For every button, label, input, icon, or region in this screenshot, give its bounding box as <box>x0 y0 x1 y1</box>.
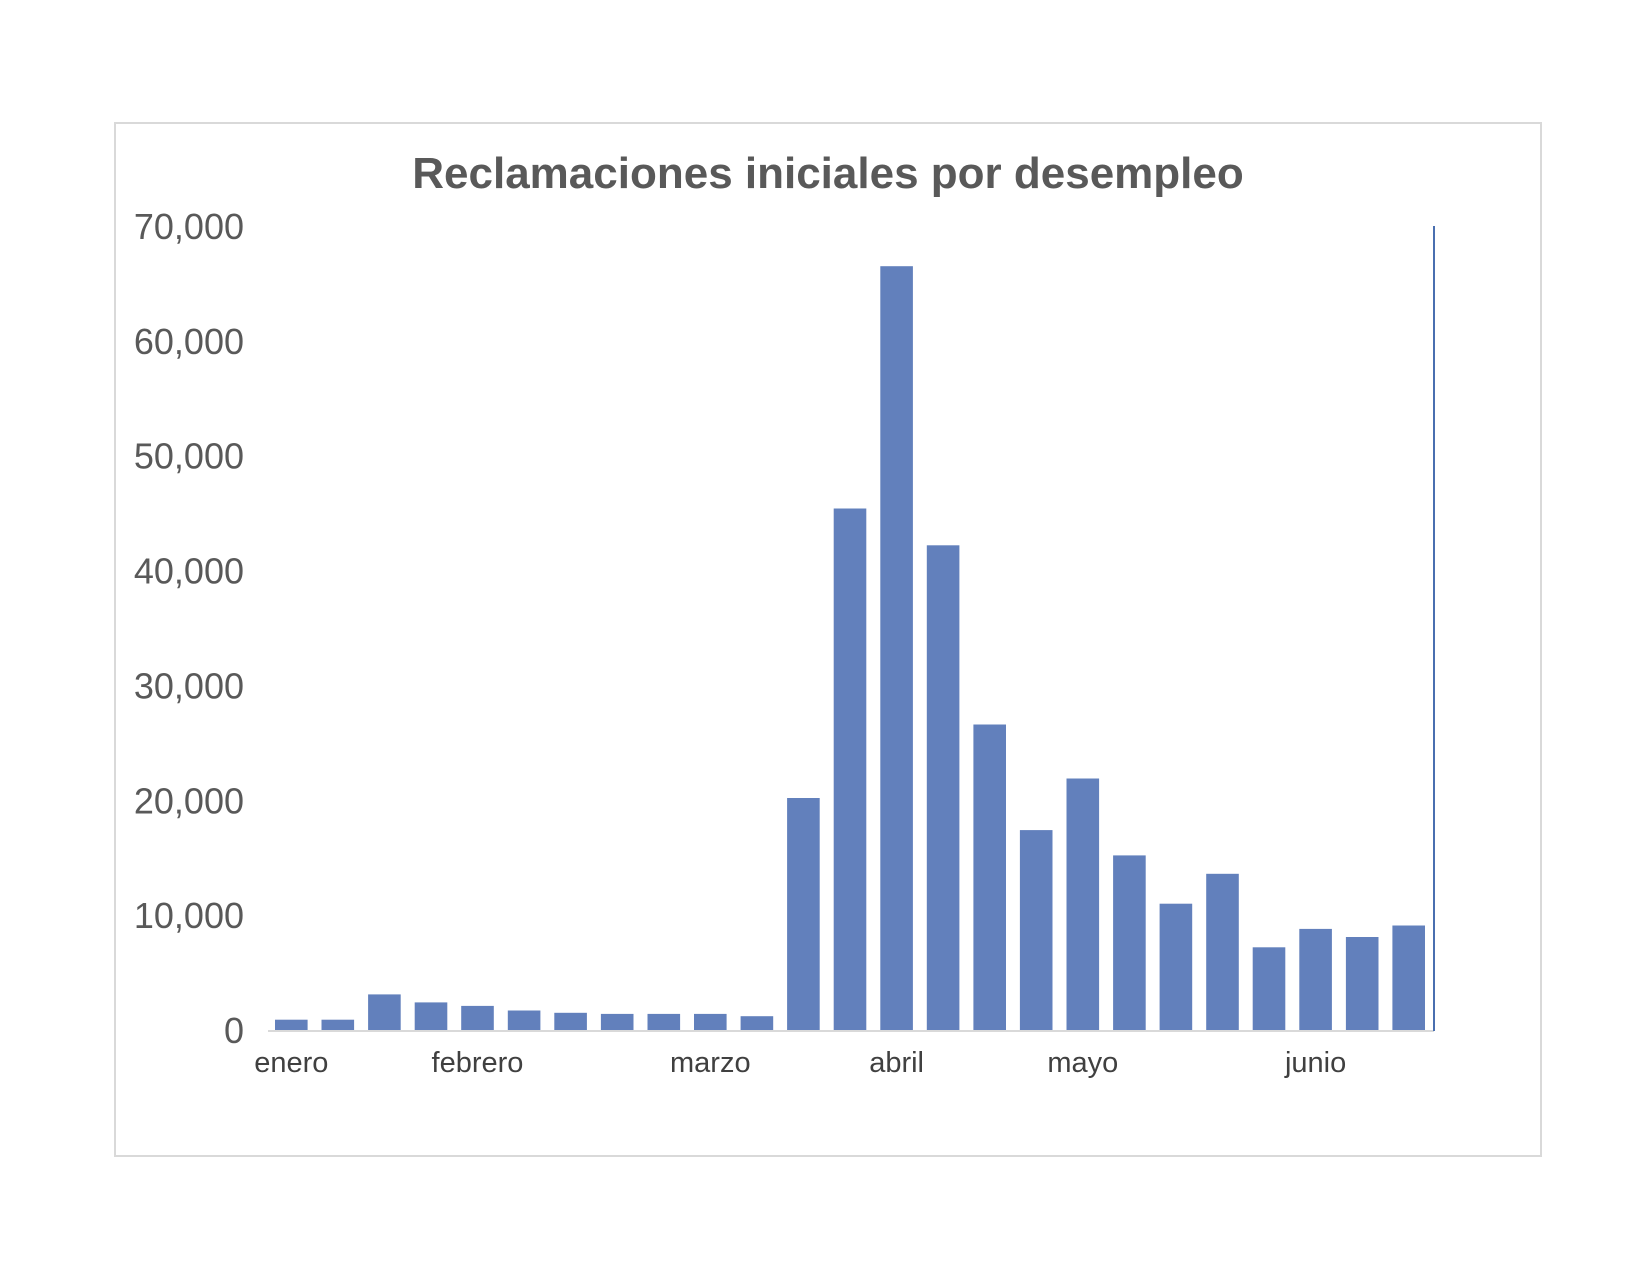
bar <box>1206 873 1239 1030</box>
bar <box>833 508 867 1030</box>
y-tick-label: 60,000 <box>134 321 244 362</box>
bar <box>461 1005 494 1030</box>
chart-frame: Reclamaciones iniciales por desempleo 0 1… <box>114 122 1542 1157</box>
y-tick-label: 40,000 <box>134 551 244 592</box>
x-month-label: marzo <box>670 1047 751 1079</box>
x-month-label: abril <box>869 1047 924 1079</box>
y-axis-ticks: 0 10,000 20,000 30,000 40,000 50,000 60,000 70,… <box>134 206 244 1051</box>
bar <box>973 724 1006 1030</box>
bar <box>1113 855 1146 1030</box>
bar <box>414 1002 448 1030</box>
bar <box>321 1019 355 1030</box>
x-axis-month-labels: enero febrero marzo abril mayo junio <box>254 1047 1346 1079</box>
bar <box>507 1010 541 1030</box>
y-tick-label: 0 <box>224 1010 244 1051</box>
bar <box>554 1012 587 1030</box>
y-tick-label: 50,000 <box>134 436 244 477</box>
y-tick-label: 10,000 <box>134 895 244 936</box>
x-month-label: mayo <box>1047 1047 1118 1079</box>
bar-chart: Reclamaciones iniciales por desempleo 0 1… <box>134 149 1435 1079</box>
bar <box>1345 937 1379 1030</box>
bar <box>694 1013 727 1030</box>
bar <box>647 1013 681 1030</box>
bar <box>1252 947 1286 1030</box>
bar <box>1066 778 1100 1030</box>
bar <box>787 798 820 1030</box>
y-tick-label: 70,000 <box>134 206 244 247</box>
chart-title: Reclamaciones iniciales por desempleo <box>412 149 1243 198</box>
x-month-label: junio <box>1284 1047 1346 1079</box>
bar <box>740 1016 774 1030</box>
y-tick-label: 20,000 <box>134 780 244 821</box>
bar <box>368 994 401 1030</box>
bars <box>275 266 1425 1030</box>
x-month-label: febrero <box>432 1047 524 1079</box>
bar <box>880 266 913 1030</box>
bar <box>1019 830 1053 1030</box>
bar <box>1159 903 1193 1030</box>
bar <box>1392 925 1425 1030</box>
y-tick-label: 30,000 <box>134 665 244 706</box>
bar <box>600 1013 634 1030</box>
bar <box>1299 928 1332 1030</box>
x-month-label: enero <box>254 1047 328 1079</box>
bar <box>926 545 960 1030</box>
bar <box>275 1019 308 1030</box>
